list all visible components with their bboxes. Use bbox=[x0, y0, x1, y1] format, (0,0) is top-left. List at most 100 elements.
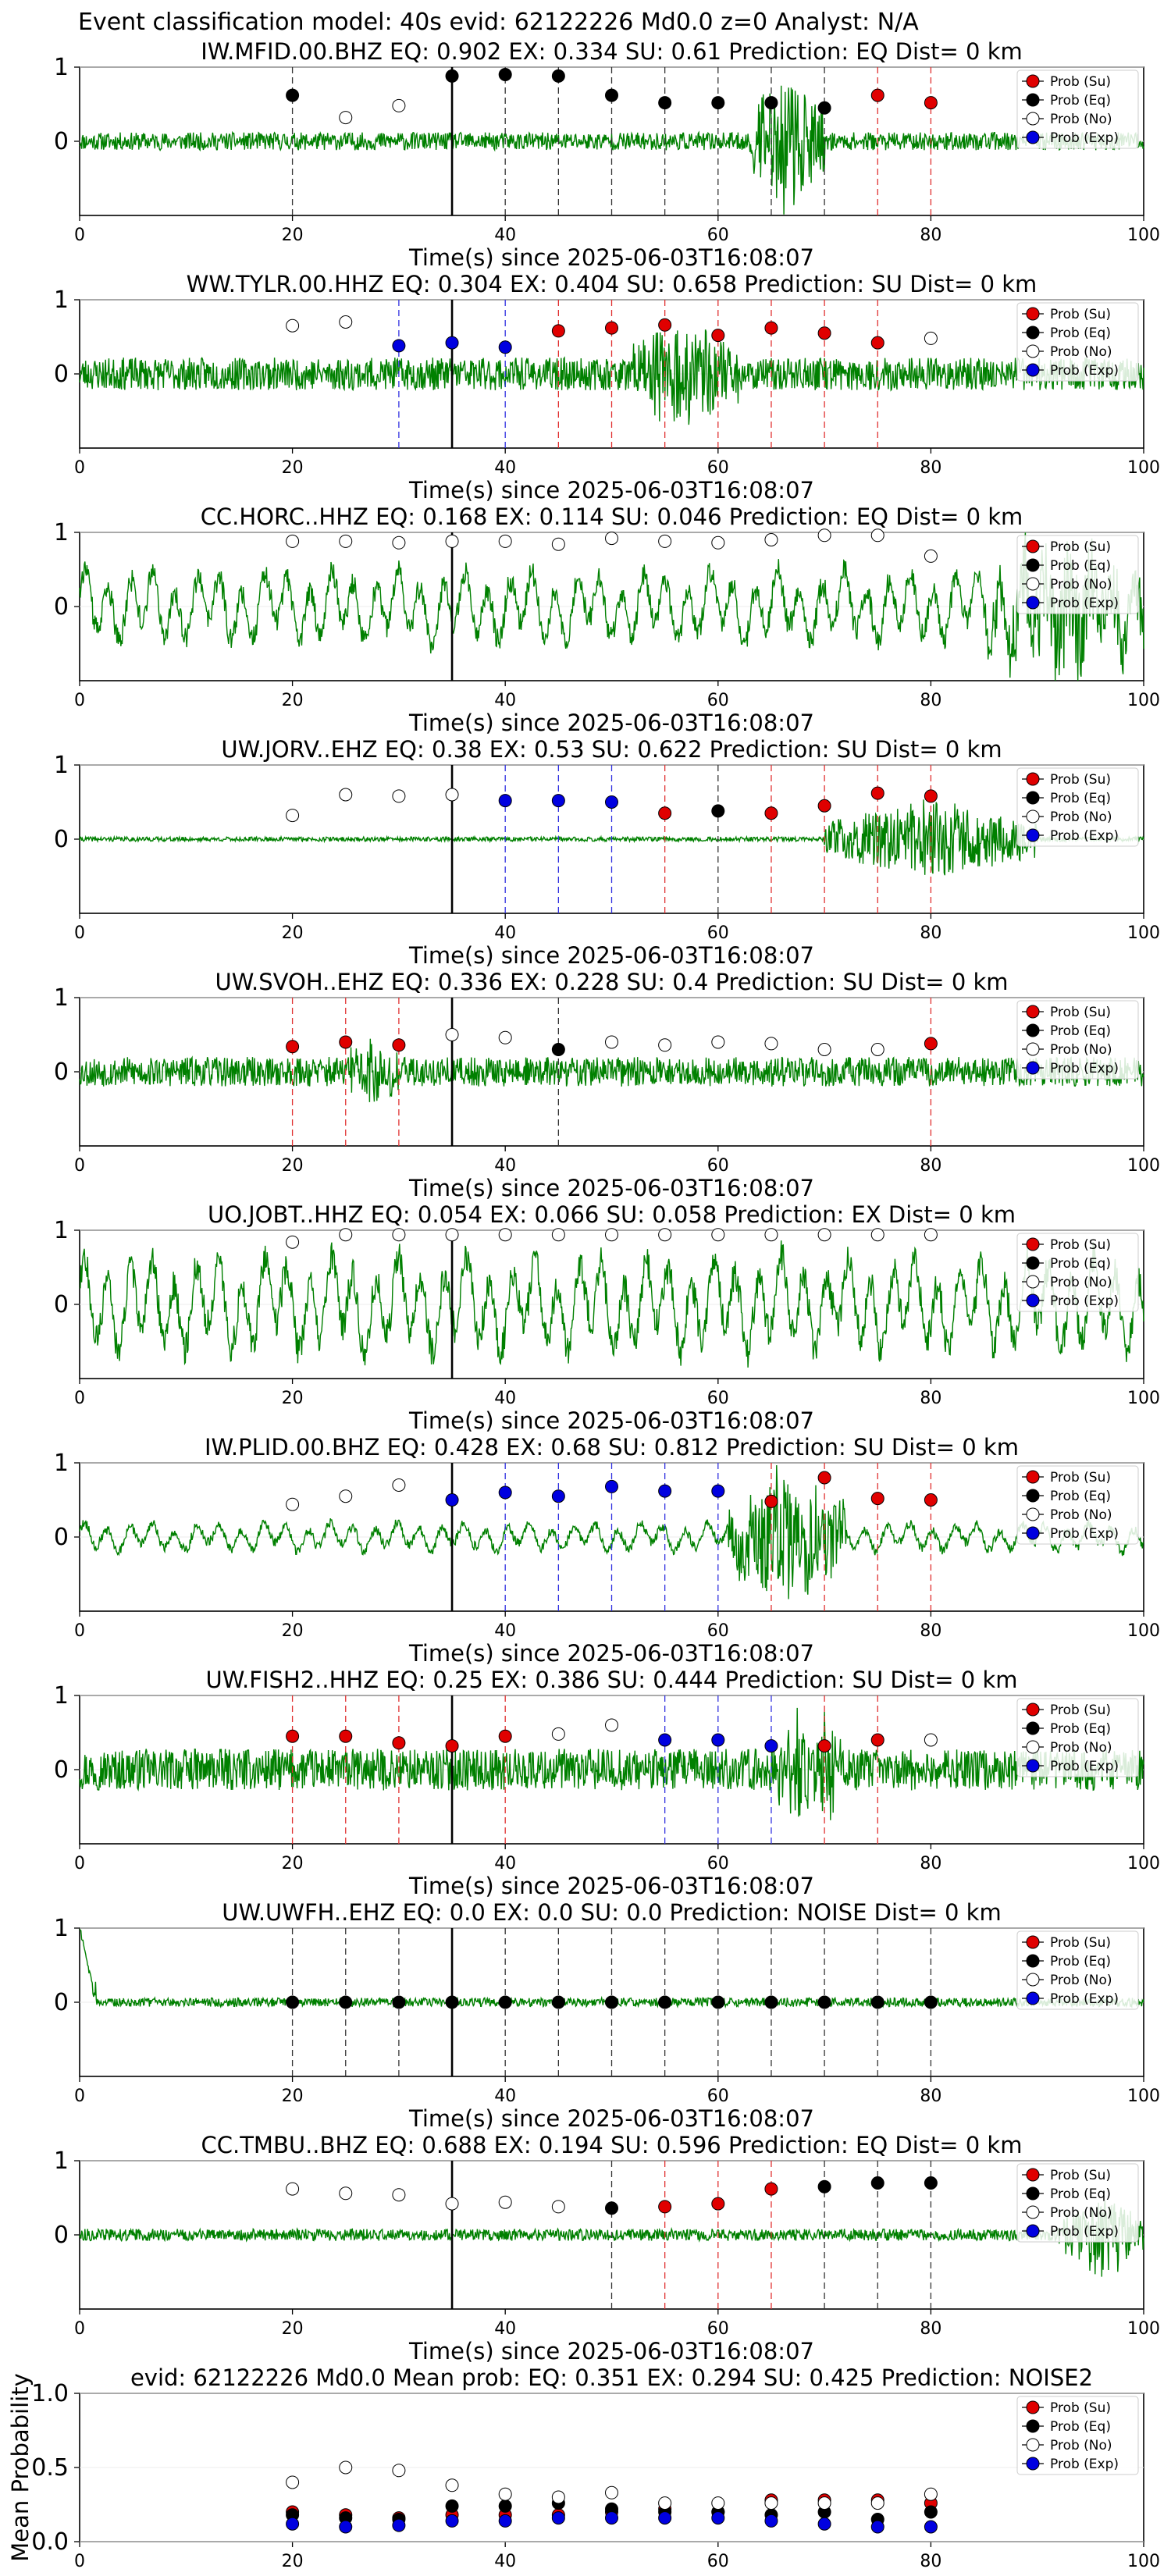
prob-point bbox=[711, 1035, 725, 1049]
mean-prob-point-exp bbox=[445, 2514, 459, 2528]
legend: Prob (Su) Prob (Eq) Prob (No) Prob (Exp) bbox=[1016, 1465, 1139, 1545]
prob-point bbox=[764, 806, 778, 820]
x-tick-label: 60 bbox=[707, 923, 729, 943]
waveform-trace bbox=[79, 1240, 1144, 1368]
prob-point bbox=[817, 326, 831, 340]
prob-point bbox=[605, 1228, 618, 1242]
mean-prob-point-no bbox=[551, 2490, 565, 2504]
y-tick-label: 0 bbox=[54, 826, 69, 853]
prob-point bbox=[711, 1228, 725, 1242]
prob-point bbox=[392, 339, 406, 353]
x-tick-label: 20 bbox=[282, 691, 304, 710]
y-tick-label: 0 bbox=[54, 361, 69, 388]
legend: Prob (Su) Prob (Eq) Prob (No) Prob (Exp) bbox=[1016, 1000, 1139, 1080]
legend-marker-2 bbox=[1026, 1042, 1040, 1056]
legend-label-1: Prob (Eq) bbox=[1050, 326, 1111, 341]
x-tick-label: 0 bbox=[74, 1156, 85, 1176]
prob-point bbox=[498, 1030, 512, 1044]
prob-point bbox=[339, 1489, 353, 1503]
prob-point bbox=[924, 1995, 938, 2009]
legend-label-3: Prob (Exp) bbox=[1050, 596, 1119, 611]
x-tick-label: 20 bbox=[282, 226, 304, 245]
legend-label-0: Prob (Su) bbox=[1050, 1703, 1111, 1718]
prob-point bbox=[711, 329, 725, 343]
prob-point bbox=[339, 1729, 353, 1743]
legend-frame bbox=[1016, 1698, 1139, 1777]
legend-marker-0 bbox=[1026, 2400, 1040, 2414]
legend-marker-1 bbox=[1026, 1256, 1040, 1270]
y-axis-label: Mean Probability bbox=[7, 2373, 34, 2562]
x-tick-label: 80 bbox=[920, 691, 941, 710]
legend-label-2: Prob (No) bbox=[1050, 1973, 1112, 1988]
legend-label-1: Prob (Eq) bbox=[1050, 1489, 1111, 1504]
legend-frame bbox=[1016, 69, 1139, 149]
prob-point bbox=[658, 1995, 672, 2009]
x-tick-label: 100 bbox=[1127, 923, 1160, 943]
legend-frame bbox=[1016, 2163, 1139, 2243]
prob-point bbox=[286, 2182, 300, 2196]
mean-prob-point-no bbox=[924, 2487, 938, 2501]
prob-point bbox=[817, 1471, 831, 1485]
legend-marker-3 bbox=[1026, 130, 1040, 144]
x-axis-label: Time(s) since 2025-06-03T16:08:07 bbox=[408, 942, 814, 969]
prob-point bbox=[711, 804, 725, 818]
prob-point bbox=[817, 101, 831, 115]
prob-point bbox=[551, 2200, 565, 2214]
prob-point bbox=[286, 1040, 300, 1054]
prob-point bbox=[392, 535, 406, 550]
legend-label-0: Prob (Su) bbox=[1050, 1005, 1111, 1020]
legend-label-2: Prob (No) bbox=[1050, 344, 1112, 360]
legend-marker-1 bbox=[1026, 93, 1040, 107]
prob-point bbox=[924, 96, 938, 110]
legend-marker-1 bbox=[1026, 1489, 1040, 1503]
x-axis-label: Time(s) since 2025-06-03T16:08:07 bbox=[408, 1873, 814, 1899]
legend: Prob (Su) Prob (Eq) Prob (No) Prob (Exp) bbox=[1016, 1930, 1139, 2010]
prob-point bbox=[392, 1995, 406, 2009]
legend-marker-0 bbox=[1026, 1703, 1040, 1717]
legend-marker-3 bbox=[1026, 1061, 1040, 1075]
prob-point bbox=[498, 794, 512, 808]
y-tick-label: 0 bbox=[54, 1989, 69, 2016]
legend-marker-2 bbox=[1026, 1507, 1040, 1521]
legend-frame bbox=[1016, 1930, 1139, 2010]
prob-point bbox=[870, 1492, 884, 1506]
x-tick-label: 100 bbox=[1127, 691, 1160, 710]
prob-point bbox=[445, 1493, 459, 1507]
legend-label-0: Prob (Su) bbox=[1050, 2168, 1111, 2183]
y-tick-label: 0.0 bbox=[31, 2528, 69, 2556]
prob-point bbox=[339, 111, 353, 125]
x-axis-label: Time(s) since 2025-06-03T16:08:07 bbox=[408, 2338, 814, 2364]
prob-point bbox=[286, 534, 300, 548]
x-tick-label: 0 bbox=[74, 1621, 85, 1641]
x-tick-label: 60 bbox=[707, 226, 729, 245]
prob-point bbox=[605, 321, 618, 335]
legend-marker-0 bbox=[1026, 1237, 1040, 1251]
legend-marker-3 bbox=[1026, 1526, 1040, 1540]
prob-point bbox=[445, 534, 459, 548]
prob-point bbox=[924, 549, 938, 563]
prob-point bbox=[498, 534, 512, 548]
prob-point bbox=[870, 2176, 884, 2190]
legend-marker-2 bbox=[1026, 2205, 1040, 2219]
legend-marker-2 bbox=[1026, 577, 1040, 591]
x-tick-label: 20 bbox=[282, 2319, 304, 2339]
legend-label-0: Prob (Su) bbox=[1050, 1935, 1111, 1951]
legend-label-1: Prob (Eq) bbox=[1050, 1721, 1111, 1737]
y-tick-label: 1 bbox=[54, 1450, 69, 1477]
x-tick-label: 20 bbox=[282, 1389, 304, 1408]
legend-marker-0 bbox=[1026, 539, 1040, 553]
x-tick-label: 40 bbox=[494, 923, 516, 943]
prob-point bbox=[498, 68, 512, 81]
x-axis-label: Time(s) since 2025-06-03T16:08:07 bbox=[408, 1175, 814, 1201]
legend-label-3: Prob (Exp) bbox=[1050, 1293, 1119, 1309]
panel-title: UW.SVOH..EHZ EQ: 0.336 EX: 0.228 SU: 0.4… bbox=[215, 969, 1008, 995]
prob-point bbox=[551, 1995, 565, 2009]
prob-point bbox=[924, 1228, 938, 1242]
prob-point bbox=[605, 2201, 618, 2215]
prob-point bbox=[658, 318, 672, 332]
legend: Prob (Su) Prob (Eq) Prob (No) Prob (Exp) bbox=[1016, 535, 1139, 614]
prob-point bbox=[711, 1995, 725, 2009]
x-tick-label: 0 bbox=[74, 458, 85, 478]
prob-point bbox=[339, 1228, 353, 1242]
